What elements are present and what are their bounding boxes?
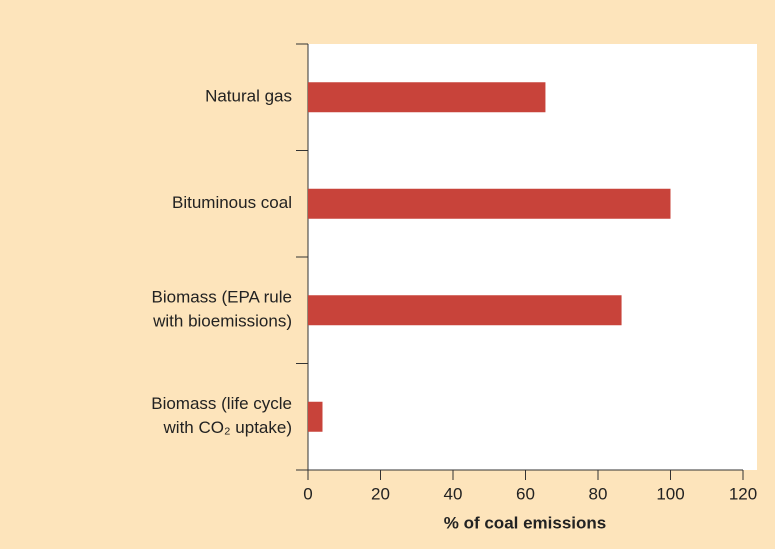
y-tick-label: Biomass (EPA rule [152,288,292,307]
y-tick-label: Natural gas [205,87,292,106]
x-tick-label: 80 [589,484,608,503]
bar [308,82,546,113]
y-tick-label: Bituminous coal [172,193,292,212]
x-tick-label: 0 [303,484,312,503]
x-tick-label: 100 [656,484,684,503]
x-tick-label: 120 [729,484,757,503]
y-tick-label: with CO₂ uptake) [163,418,292,437]
x-tick-label: 60 [516,484,535,503]
x-tick-label: 20 [371,484,390,503]
y-tick-label: with bioemissions) [152,312,292,331]
bar [308,401,323,432]
bar [308,188,671,219]
x-tick-label: 40 [444,484,463,503]
y-tick-label: Biomass (life cycle [151,394,292,413]
x-axis-label: % of coal emissions [444,513,607,532]
bar [308,295,622,326]
plot-area [308,44,757,470]
